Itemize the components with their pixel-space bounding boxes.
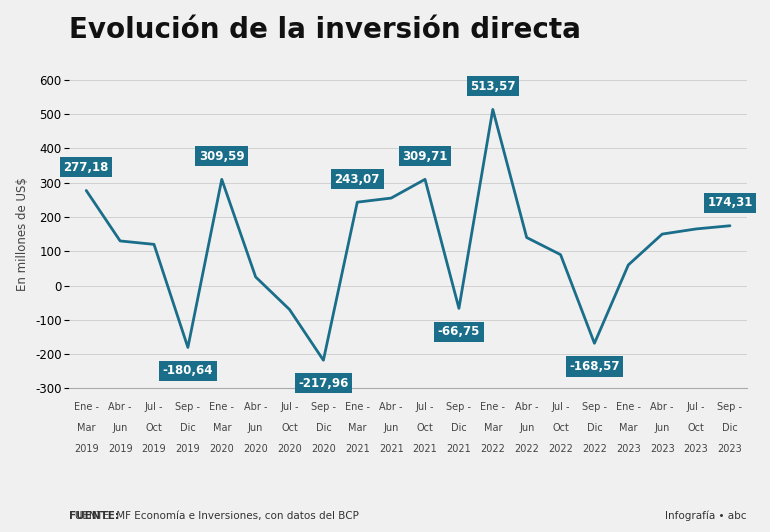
Text: 309,71: 309,71	[403, 149, 447, 163]
Text: Dic: Dic	[587, 423, 602, 433]
Text: 2020: 2020	[209, 444, 234, 454]
Text: 2023: 2023	[684, 444, 708, 454]
Text: Abr -: Abr -	[651, 402, 674, 412]
Text: Jul -: Jul -	[145, 402, 163, 412]
Text: 2019: 2019	[108, 444, 132, 454]
Text: Jul -: Jul -	[280, 402, 299, 412]
Text: Jun: Jun	[654, 423, 670, 433]
Text: Abr -: Abr -	[244, 402, 267, 412]
Text: 2020: 2020	[311, 444, 336, 454]
Text: 243,07: 243,07	[335, 172, 380, 186]
Text: Jun: Jun	[112, 423, 128, 433]
Text: Oct: Oct	[688, 423, 705, 433]
Text: Mar: Mar	[77, 423, 95, 433]
Text: Jun: Jun	[383, 423, 399, 433]
Text: Sep -: Sep -	[311, 402, 336, 412]
Text: Dic: Dic	[722, 423, 738, 433]
Text: 2021: 2021	[413, 444, 437, 454]
Text: Sep -: Sep -	[718, 402, 742, 412]
Text: Ene -: Ene -	[209, 402, 234, 412]
Text: 2021: 2021	[345, 444, 370, 454]
Text: 2022: 2022	[548, 444, 573, 454]
Text: 174,31: 174,31	[708, 196, 752, 209]
Text: 2020: 2020	[243, 444, 268, 454]
Text: Mar: Mar	[484, 423, 502, 433]
Text: Oct: Oct	[417, 423, 434, 433]
Text: 2019: 2019	[74, 444, 99, 454]
Text: Evolución de la inversión directa: Evolución de la inversión directa	[69, 16, 581, 44]
Text: 277,18: 277,18	[64, 161, 109, 174]
Text: Abr -: Abr -	[109, 402, 132, 412]
Text: Ene -: Ene -	[345, 402, 370, 412]
Text: 2022: 2022	[480, 444, 505, 454]
Text: FUENTE:: FUENTE:	[69, 511, 119, 521]
Text: 2023: 2023	[650, 444, 675, 454]
Text: 513,57: 513,57	[470, 80, 516, 93]
Text: -168,57: -168,57	[569, 360, 620, 373]
Text: Sep -: Sep -	[176, 402, 200, 412]
Text: Oct: Oct	[552, 423, 569, 433]
Text: Jul -: Jul -	[687, 402, 705, 412]
Text: 2021: 2021	[447, 444, 471, 454]
Text: 2021: 2021	[379, 444, 403, 454]
Text: Dic: Dic	[180, 423, 196, 433]
Text: 2023: 2023	[616, 444, 641, 454]
Text: 2022: 2022	[514, 444, 539, 454]
Text: 309,59: 309,59	[199, 149, 245, 163]
Text: Ene -: Ene -	[616, 402, 641, 412]
Text: Oct: Oct	[281, 423, 298, 433]
Text: Mar: Mar	[619, 423, 638, 433]
Text: Jul -: Jul -	[551, 402, 570, 412]
Text: Mar: Mar	[348, 423, 367, 433]
Text: -66,75: -66,75	[437, 325, 480, 338]
Text: 2023: 2023	[718, 444, 742, 454]
Text: FUENTE: MF Economía e Inversiones, con datos del BCP: FUENTE: MF Economía e Inversiones, con d…	[69, 511, 359, 521]
Text: Abr -: Abr -	[380, 402, 403, 412]
Text: Abr -: Abr -	[515, 402, 538, 412]
Text: Sep -: Sep -	[447, 402, 471, 412]
Text: Mar: Mar	[213, 423, 231, 433]
Text: Ene -: Ene -	[480, 402, 505, 412]
Text: Dic: Dic	[316, 423, 331, 433]
Y-axis label: En millones de US$: En millones de US$	[16, 177, 29, 291]
Text: -217,96: -217,96	[298, 377, 349, 390]
Text: Jul -: Jul -	[416, 402, 434, 412]
Text: 2022: 2022	[582, 444, 607, 454]
Text: Jun: Jun	[519, 423, 534, 433]
Text: -180,64: -180,64	[162, 364, 213, 377]
Text: Jun: Jun	[248, 423, 263, 433]
Text: 2019: 2019	[176, 444, 200, 454]
Text: Infografía • abc: Infografía • abc	[665, 511, 747, 521]
Text: 2019: 2019	[142, 444, 166, 454]
Text: Ene -: Ene -	[74, 402, 99, 412]
Text: Dic: Dic	[451, 423, 467, 433]
Text: Sep -: Sep -	[582, 402, 607, 412]
Text: 2020: 2020	[277, 444, 302, 454]
Text: Oct: Oct	[146, 423, 162, 433]
